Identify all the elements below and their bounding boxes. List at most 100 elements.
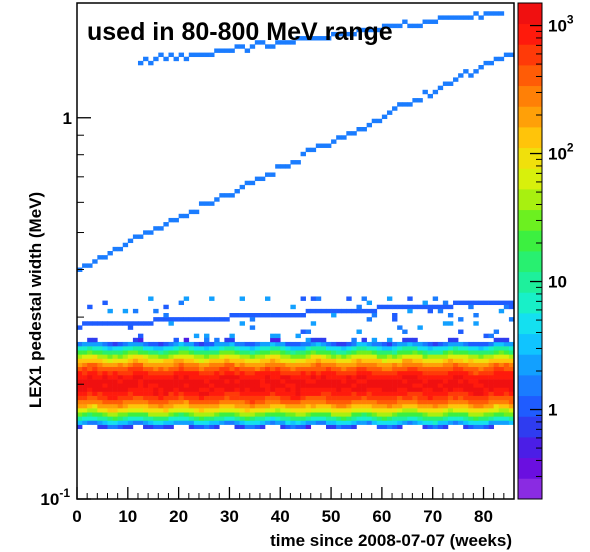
- heatmap-cell: [239, 416, 245, 421]
- heatmap-cell: [295, 362, 301, 368]
- heatmap-cell: [280, 391, 286, 396]
- heatmap-cell: [432, 416, 439, 421]
- heatmap-cell: [183, 296, 190, 301]
- heatmap-cell: [163, 424, 169, 430]
- heatmap-cell: [295, 358, 301, 363]
- heatmap-cell: [503, 391, 510, 396]
- heatmap-cell: [300, 412, 306, 417]
- heatmap-cell: [107, 341, 113, 347]
- heatmap-cell: [209, 424, 215, 430]
- heatmap-cell: [117, 341, 124, 347]
- heatmap-cell: [234, 362, 240, 368]
- heatmap-cell: [463, 366, 469, 372]
- heatmap-cell: [508, 391, 515, 396]
- heatmap-cell: [198, 317, 205, 322]
- heatmap-cell: [254, 313, 261, 318]
- heatmap-cell: [427, 399, 433, 405]
- heatmap-cell: [82, 387, 88, 392]
- heatmap-cell: [498, 56, 505, 62]
- heatmap-cell: [153, 346, 159, 351]
- heatmap-cell: [244, 180, 251, 186]
- heatmap-cell: [422, 354, 428, 359]
- heatmap-cell: [229, 362, 235, 368]
- heatmap-cell: [87, 395, 93, 401]
- heatmap-cell: [280, 350, 286, 355]
- heatmap-cell: [102, 346, 108, 351]
- heatmap-cell: [254, 176, 261, 182]
- heatmap-cell: [447, 408, 454, 413]
- heatmap-cell: [249, 358, 256, 363]
- heatmap-cell: [417, 358, 423, 363]
- heatmap-cell: [503, 387, 510, 392]
- heatmap-cell: [397, 325, 403, 330]
- heatmap-cell: [82, 362, 88, 368]
- heatmap-cell: [305, 358, 312, 363]
- heatmap-cell: [483, 416, 489, 421]
- heatmap-cell: [483, 60, 489, 66]
- heatmap-cell: [442, 346, 449, 351]
- heatmap-cell: [275, 350, 281, 355]
- heatmap-cell: [87, 375, 93, 380]
- heatmap-cell: [178, 354, 185, 359]
- heatmap-cell: [77, 424, 83, 430]
- heatmap-cell: [437, 346, 444, 351]
- heatmap-cell: [259, 408, 266, 413]
- heatmap-cell: [229, 341, 235, 347]
- heatmap-cell: [280, 341, 286, 347]
- heatmap-cell: [493, 337, 500, 343]
- heatmap-cell: [173, 370, 179, 376]
- heatmap-cell: [214, 420, 220, 425]
- heatmap-cell: [143, 56, 149, 62]
- heatmap-cell: [336, 416, 342, 421]
- heatmap-cell: [153, 412, 159, 417]
- heatmap-cell: [82, 354, 88, 359]
- heatmap-cell: [493, 412, 500, 417]
- heatmap-cell: [432, 296, 439, 301]
- heatmap-cell: [366, 317, 373, 322]
- heatmap-cell: [407, 308, 413, 314]
- heatmap-cell: [209, 391, 215, 396]
- heatmap-cell: [163, 420, 169, 425]
- heatmap-cell: [458, 387, 464, 392]
- heatmap-cell: [259, 403, 266, 409]
- heatmap-cell: [442, 304, 449, 310]
- heatmap-cell: [219, 354, 225, 359]
- heatmap-cell: [422, 420, 428, 425]
- heatmap-cell: [503, 304, 510, 310]
- heatmap-cell: [117, 350, 124, 355]
- heatmap-cell: [198, 395, 205, 401]
- heatmap-cell: [331, 391, 337, 396]
- heatmap-cell: [503, 350, 510, 355]
- heatmap-cell: [229, 370, 235, 376]
- heatmap-cell: [422, 366, 428, 372]
- heatmap-cell: [371, 350, 378, 355]
- heatmap-cell: [376, 304, 383, 310]
- heatmap-cell: [371, 383, 378, 388]
- heatmap-cell: [366, 122, 373, 128]
- heatmap-cell: [371, 341, 378, 347]
- heatmap-cell: [376, 399, 383, 405]
- heatmap-cell: [488, 391, 494, 396]
- heatmap-cell: [503, 403, 510, 409]
- heatmap-cell: [244, 399, 251, 405]
- heatmap-cell: [498, 354, 505, 359]
- heatmap-cell: [219, 375, 225, 380]
- heatmap-cell: [463, 420, 469, 425]
- heatmap-cell: [493, 300, 500, 306]
- heatmap-cell: [168, 420, 174, 425]
- heatmap-cell: [356, 408, 362, 413]
- heatmap-cell: [183, 383, 190, 388]
- heatmap-cell: [148, 408, 154, 413]
- color-scale-tick-label: 1: [548, 401, 557, 420]
- heatmap-cell: [117, 383, 124, 388]
- heatmap-cell: [458, 399, 464, 405]
- heatmap-cell: [503, 52, 510, 58]
- heatmap-cell: [107, 412, 113, 417]
- heatmap-cell: [183, 346, 190, 351]
- heatmap-cell: [107, 387, 113, 392]
- heatmap-cell: [310, 395, 317, 401]
- heatmap-cell: [468, 424, 474, 430]
- heatmap-cell: [107, 366, 113, 372]
- heatmap-cell: [356, 387, 362, 392]
